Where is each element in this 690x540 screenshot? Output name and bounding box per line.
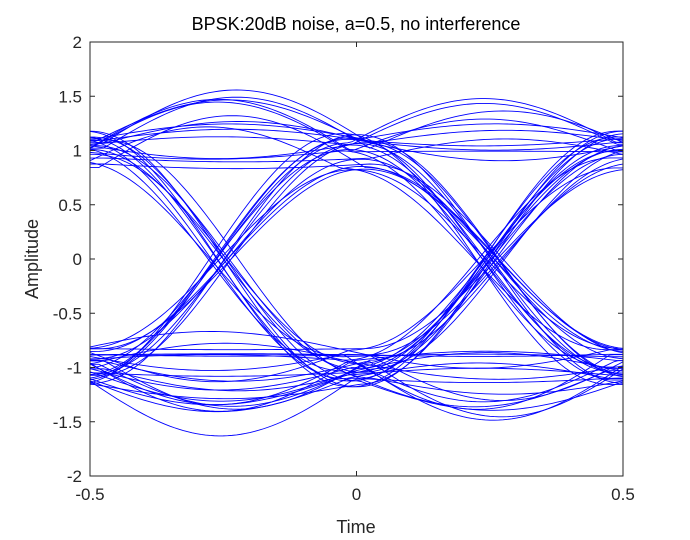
- eye-trace: [90, 163, 624, 354]
- eye-trace: [89, 167, 623, 383]
- eye-trace: [90, 139, 624, 395]
- eye-trace: [90, 353, 624, 401]
- eye-trace: [89, 126, 623, 351]
- y-tick-label: -2: [67, 467, 82, 486]
- eye-trace: [89, 102, 623, 160]
- eye-trace: [89, 161, 623, 358]
- tick-group: -0.5 0 0.5 -2 -1.5 -1 -0.5 0 0.5 1 1.5 2: [53, 33, 635, 504]
- y-tick-label: 0: [73, 250, 82, 269]
- chart-title: BPSK:20dB noise, a=0.5, no interference: [192, 14, 521, 34]
- x-tick-label: 0.5: [611, 485, 635, 504]
- y-axis-title: Amplitude: [22, 219, 42, 299]
- x-tick-label: 0: [352, 485, 361, 504]
- eye-trace: [90, 123, 624, 140]
- eye-trace: [89, 134, 624, 384]
- eye-trace: [89, 137, 623, 381]
- eye-trace: [90, 166, 624, 352]
- eye-trace: [89, 143, 624, 375]
- eye-trace: [90, 150, 624, 392]
- eye-trace: [89, 138, 624, 437]
- eye-trace: [89, 149, 623, 369]
- y-tick-label: -1.5: [53, 413, 82, 432]
- y-tick-label: 1: [73, 142, 82, 161]
- y-tick-label: -1: [67, 359, 82, 378]
- y-tick-label: 2: [73, 33, 82, 52]
- eye-trace: [89, 157, 623, 361]
- plot-area: [90, 42, 623, 476]
- eye-trace: [90, 158, 624, 360]
- eye-trace: [89, 98, 623, 152]
- eye-trace: [89, 367, 623, 406]
- eye-trace: [89, 153, 624, 365]
- y-tick-label: -0.5: [53, 304, 82, 323]
- eye-trace: [89, 352, 624, 402]
- eye-trace: [89, 331, 623, 369]
- x-tick-label: -0.5: [75, 485, 104, 504]
- y-tick-label: 0.5: [58, 196, 82, 215]
- eye-trace: [89, 350, 624, 412]
- trace-group: [89, 89, 624, 437]
- eye-trace: [89, 148, 623, 408]
- eye-trace: [90, 138, 624, 163]
- eye-trace: [89, 133, 623, 385]
- eye-trace: [89, 136, 624, 411]
- eye-trace: [89, 138, 623, 379]
- x-axis-title: Time: [336, 517, 375, 537]
- eye-trace: [89, 148, 624, 370]
- eye-trace: [89, 133, 624, 400]
- eye-trace: [89, 377, 623, 413]
- eye-trace: [89, 101, 623, 153]
- eye-trace: [90, 115, 624, 351]
- y-tick-label: 1.5: [58, 87, 82, 106]
